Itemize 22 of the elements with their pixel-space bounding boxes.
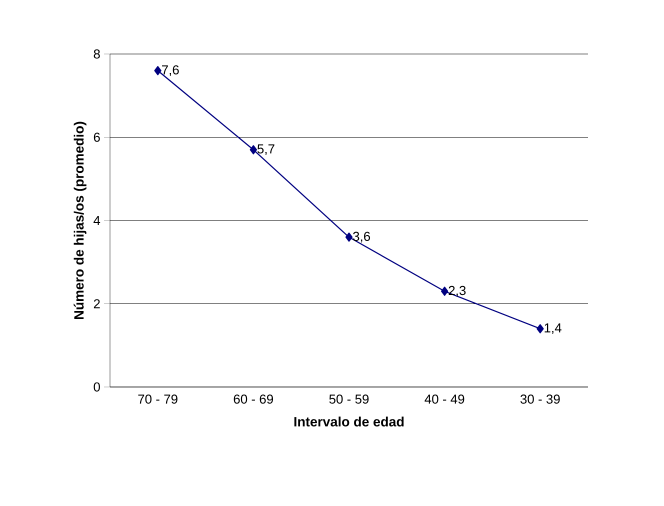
x-tick-label: 50 - 59: [329, 394, 369, 404]
point: [154, 66, 162, 76]
point: [441, 286, 448, 296]
data-label: 5,7: [257, 144, 274, 156]
y-tick-label: 4: [94, 216, 100, 225]
data-label: 7,6: [162, 65, 179, 76]
x-tick-label: 30 - 39: [520, 394, 560, 404]
y-tick-label: 8: [94, 49, 100, 59]
point: [536, 324, 544, 334]
y-tick-label: 6: [94, 132, 100, 142]
data-label: 2,3: [448, 286, 466, 297]
y-tick-label: 0: [94, 382, 100, 392]
x-tick-label: 40 - 49: [424, 394, 464, 404]
data-label: 3,6: [353, 232, 370, 243]
y-axis-title: Número de hijas/os (promedio): [74, 122, 86, 319]
point: [345, 232, 353, 242]
x-tick-label: 70 - 79: [138, 394, 178, 404]
data-label: 1,4: [544, 323, 562, 334]
point: [250, 145, 258, 154]
x-tick-label: 60 - 69: [234, 394, 274, 404]
y-tick-label: 2: [94, 299, 100, 308]
x-axis-title: Intervalo de edad: [294, 416, 404, 426]
